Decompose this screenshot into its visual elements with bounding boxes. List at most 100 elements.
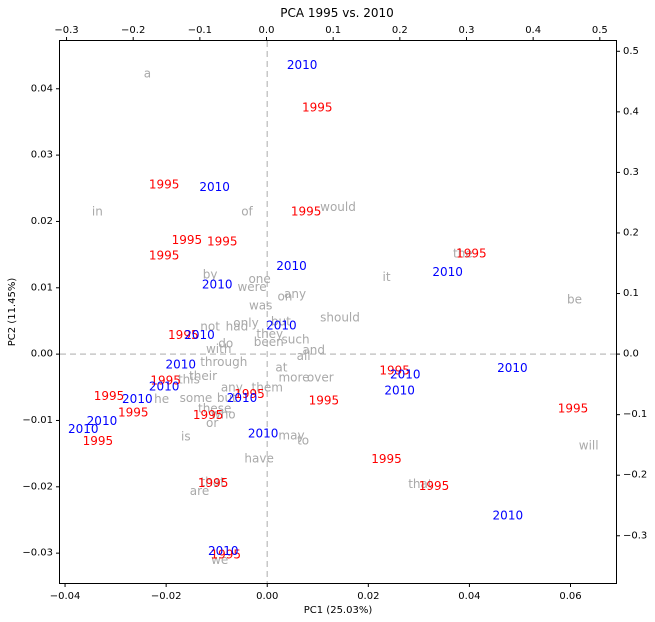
word-point-5: by bbox=[203, 268, 218, 282]
year-point-1995-0: 1995 bbox=[302, 100, 333, 114]
y-tick-label: −0.02 bbox=[22, 481, 53, 492]
word-point-46: are bbox=[190, 484, 209, 498]
year-point-2010-4: 2010 bbox=[202, 277, 233, 291]
y-axis-left: −0.03 −0.02 −0.01 0.00 0.01 0.02 0.03 0.04 bbox=[22, 83, 60, 559]
year-point-1995-2: 1995 bbox=[291, 204, 322, 218]
x-axis-top: −0.3 −0.2 −0.1 0.0 0.1 0.2 0.3 0.4 0.5 bbox=[54, 25, 608, 41]
top-tick-label: 0.3 bbox=[459, 25, 475, 36]
year-point-2010-6: 2010 bbox=[266, 319, 297, 333]
year-point-2010-9: 2010 bbox=[390, 368, 421, 382]
right-tick-label: −0.1 bbox=[623, 409, 647, 420]
word-point-29: this bbox=[178, 372, 200, 386]
year-point-1995-15: 1995 bbox=[558, 402, 589, 416]
word-point-47: we bbox=[211, 553, 228, 567]
year-point-2010-7: 2010 bbox=[166, 358, 197, 372]
word-point-41: to bbox=[297, 433, 309, 447]
right-tick-label: −0.3 bbox=[623, 530, 647, 541]
zero-lines bbox=[60, 41, 616, 583]
x-axis-label: PC1 (25.03%) bbox=[304, 605, 373, 616]
word-point-39: is bbox=[181, 429, 191, 443]
year-point-1995-5: 1995 bbox=[149, 248, 180, 262]
y-tick-label: −0.03 bbox=[22, 548, 53, 559]
year-point-1995-9: 1995 bbox=[94, 389, 125, 403]
y-tick-label: 0.00 bbox=[31, 349, 53, 360]
top-tick-label: −0.1 bbox=[188, 25, 212, 36]
year-point-2010-2: 2010 bbox=[276, 259, 307, 273]
right-tick-label: 0.5 bbox=[623, 46, 639, 57]
word-point-43: will bbox=[579, 439, 599, 453]
word-point-2: in bbox=[92, 204, 103, 218]
x-tick-label: 0.04 bbox=[458, 591, 480, 602]
word-point-44: that bbox=[408, 477, 433, 491]
year-point-2010-12: 2010 bbox=[122, 392, 153, 406]
year-point-2010-5: 2010 bbox=[184, 328, 215, 342]
year-point-1995-7: 1995 bbox=[168, 328, 199, 342]
x-tick-label: 0.02 bbox=[357, 591, 379, 602]
year-point-1995-4: 1995 bbox=[207, 234, 238, 248]
year-point-2010-13: 2010 bbox=[227, 391, 258, 405]
year-point-1995-10: 1995 bbox=[379, 364, 410, 378]
word-point-42: have bbox=[244, 451, 273, 465]
word-point-33: some bbox=[180, 391, 213, 405]
word-point-27: more bbox=[278, 370, 309, 384]
x-tick-label: 0.00 bbox=[256, 591, 278, 602]
year-point-2010-15: 2010 bbox=[68, 422, 99, 436]
word-point-8: were bbox=[237, 280, 266, 294]
word-point-7: it bbox=[383, 270, 391, 284]
y-axis-right: −0.3 −0.2 −0.1 0.0 0.1 0.2 0.3 0.4 0.5 bbox=[616, 46, 647, 541]
word-point-36: these bbox=[198, 402, 231, 416]
year-point-1995-6: 1995 bbox=[456, 246, 487, 260]
word-point-0: a bbox=[144, 67, 151, 81]
word-point-22: with bbox=[206, 342, 231, 356]
x-axis-bottom: −0.04 −0.02 0.00 0.02 0.04 0.06 bbox=[50, 583, 582, 602]
year-point-1995-11: 1995 bbox=[309, 394, 340, 408]
word-point-28: their bbox=[189, 369, 217, 383]
y-tick-label: 0.04 bbox=[31, 83, 53, 94]
right-tick-label: 0.1 bbox=[623, 288, 639, 299]
right-tick-label: 0.3 bbox=[623, 167, 639, 178]
word-point-34: he bbox=[154, 392, 169, 406]
year-point-1995-13: 1995 bbox=[118, 406, 149, 420]
year-point-1995-8: 1995 bbox=[150, 374, 181, 388]
year-point-2010-14: 2010 bbox=[87, 414, 118, 428]
word-point-14: not bbox=[200, 319, 220, 333]
right-tick-label: 0.0 bbox=[623, 349, 639, 360]
word-point-20: do bbox=[218, 337, 233, 351]
top-tick-label: 0.1 bbox=[325, 25, 341, 36]
x-tick-label: 0.06 bbox=[559, 591, 581, 602]
year-point-1995-19: 1995 bbox=[198, 476, 229, 490]
top-tick-label: 0.5 bbox=[592, 25, 608, 36]
year-point-2010-8: 2010 bbox=[497, 361, 528, 375]
word-point-18: such bbox=[282, 333, 310, 347]
year-point-1995-14: 1995 bbox=[193, 408, 224, 422]
word-point-11: be bbox=[567, 293, 582, 307]
plot-area-frame bbox=[59, 40, 617, 584]
word-point-9: on bbox=[277, 289, 292, 303]
year-point-1995-17: 1995 bbox=[371, 452, 402, 466]
word-point-45: that bbox=[200, 475, 225, 489]
word-point-1: would bbox=[320, 200, 356, 214]
y-tick-label: 0.01 bbox=[31, 282, 53, 293]
word-point-26: over bbox=[307, 370, 334, 384]
word-point-16: but bbox=[271, 315, 291, 329]
word-point-32: at bbox=[275, 360, 287, 374]
top-tick-label: −0.3 bbox=[54, 25, 78, 36]
word-point-10: any bbox=[284, 287, 306, 301]
year-point-1995-3: 1995 bbox=[172, 233, 203, 247]
word-point-21: been bbox=[254, 335, 284, 349]
word-point-23: and bbox=[302, 343, 325, 357]
word-point-24: all bbox=[297, 349, 311, 363]
word-point-3: of bbox=[241, 204, 253, 218]
x-tick-label: −0.04 bbox=[50, 591, 81, 602]
year-point-2010-10: 2010 bbox=[149, 380, 180, 394]
year-point-2010-1: 2010 bbox=[199, 180, 230, 194]
chart-title: PCA 1995 vs. 2010 bbox=[280, 6, 394, 20]
word-point-38: or bbox=[206, 416, 218, 430]
year-point-2010-3: 2010 bbox=[432, 265, 463, 279]
word-point-4: the bbox=[453, 246, 473, 260]
word-point-6: one bbox=[248, 272, 270, 286]
